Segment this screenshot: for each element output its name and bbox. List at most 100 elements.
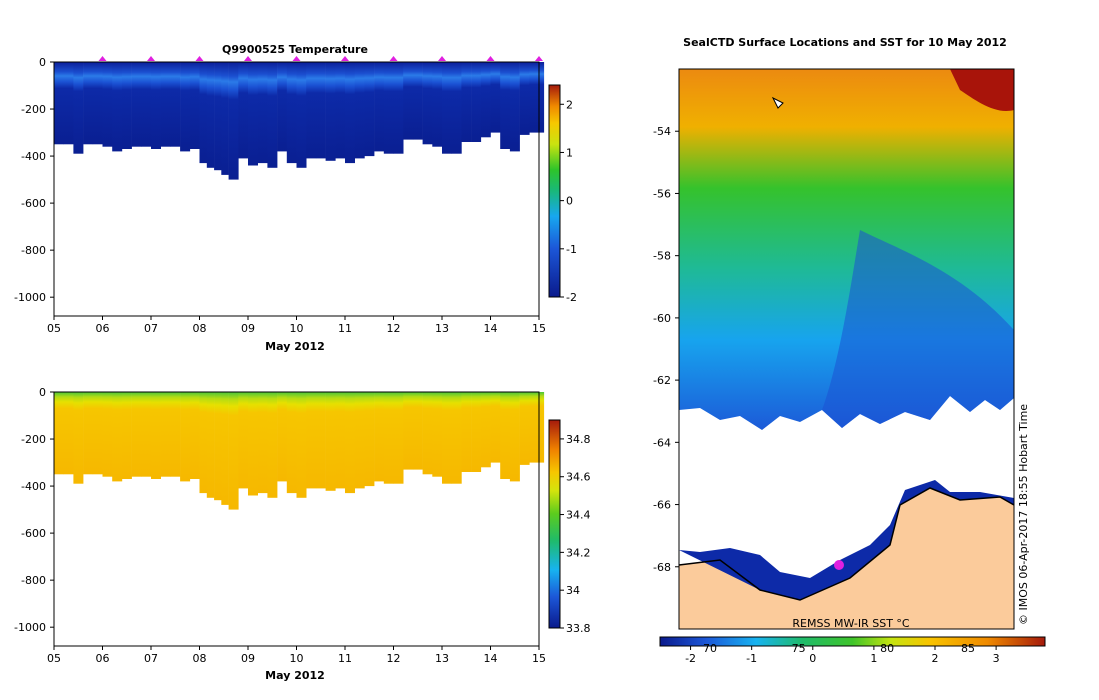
profile-column — [471, 62, 482, 142]
profile-column — [206, 392, 215, 498]
lat-tick-label: -62 — [653, 374, 671, 387]
profile-column — [306, 392, 317, 489]
surface-marker — [147, 56, 155, 61]
profile-column — [63, 62, 74, 145]
map-frame — [678, 68, 1015, 630]
x-tick-label: 11 — [338, 322, 352, 335]
salinity-panel: 0 -200 -400 -600 -800 -1000 05 06 07 08 09 10 11 12 1… — [14, 386, 590, 682]
profile-column — [451, 392, 462, 484]
profile-column — [286, 392, 297, 494]
temperature-panel: Q9900525 Temperature 0 -200 -400 -600 -800 -1… — [14, 43, 577, 353]
profile-column — [286, 62, 297, 164]
salinity-y-axis: 0 -200 -400 -600 -800 -1000 — [14, 386, 54, 634]
x-tick-label: 09 — [241, 322, 255, 335]
y-tick-label: -800 — [21, 574, 46, 587]
profile-column — [141, 62, 152, 147]
sst-tick-label: 3 — [993, 652, 1000, 665]
x-tick-label: 05 — [47, 322, 61, 335]
profile-column — [442, 392, 452, 484]
lat-tick-label: -68 — [653, 561, 671, 574]
salinity-colorbar — [548, 419, 561, 629]
profile-column — [228, 392, 239, 510]
profile-column — [442, 62, 452, 154]
map-title: SealCTD Surface Locations and SST for 10… — [683, 36, 1007, 49]
profile-column — [248, 62, 258, 166]
profile-column — [160, 392, 171, 477]
profile-column — [500, 392, 511, 479]
sst-tick-label: 0 — [809, 652, 816, 665]
profile-column — [121, 392, 132, 479]
profile-column — [102, 62, 113, 147]
profile-column — [335, 62, 346, 159]
profile-column — [73, 392, 84, 484]
profile-column — [277, 62, 288, 152]
surface-marker — [195, 56, 204, 61]
profile-column — [519, 392, 530, 465]
sst-map-panel: SealCTD Surface Locations and SST for 10… — [653, 36, 1046, 665]
profile-column — [471, 392, 482, 472]
lat-tick-label: -58 — [653, 250, 671, 263]
lat-tick-label: -64 — [653, 436, 671, 449]
x-tick-label: 05 — [47, 652, 61, 665]
profile-column — [238, 62, 249, 159]
copyright-side-label: © IMOS 06-Apr-2017 18:55 Hobart Time — [1017, 404, 1030, 625]
lat-tick-label: -54 — [653, 125, 671, 138]
profile-column — [325, 62, 336, 161]
salinity-field — [54, 392, 545, 510]
profile-column — [490, 392, 501, 463]
profile-column — [432, 62, 443, 147]
colorbar-tick-label: 2 — [566, 98, 573, 111]
profile-column — [403, 392, 414, 470]
profile-column — [315, 62, 326, 159]
profile-column — [509, 392, 520, 482]
profile-column — [238, 392, 249, 489]
profile-column — [354, 62, 365, 159]
profile-column — [248, 392, 258, 496]
glyph-marker — [771, 96, 784, 109]
sst-colorbar — [659, 636, 1046, 647]
profile-column — [83, 392, 94, 475]
profile-column — [141, 392, 152, 477]
longitude-tick-label: 85 — [961, 642, 975, 655]
profile-column — [480, 392, 491, 468]
profile-column — [54, 392, 64, 475]
profile-column — [170, 392, 181, 477]
antarctic-land — [679, 488, 1014, 629]
y-tick-label: 0 — [39, 56, 46, 69]
profile-column — [432, 392, 443, 477]
y-tick-label: -400 — [21, 480, 46, 493]
profile-column — [315, 392, 326, 489]
x-tick-label: 06 — [96, 322, 110, 335]
profile-column — [121, 62, 132, 149]
profile-column — [257, 62, 268, 164]
x-tick-label: 14 — [484, 652, 498, 665]
longitude-ticks: 70 75 80 85 — [703, 642, 975, 655]
salinity-x-axis: 05 06 07 08 09 10 11 12 13 14 15 — [47, 646, 546, 665]
temperature-y-axis: 0 -200 -400 -600 -800 -1000 — [14, 56, 54, 304]
profile-column — [335, 392, 346, 489]
profile-column — [354, 392, 365, 489]
coastline — [678, 487, 1015, 601]
x-tick-label: 11 — [338, 652, 352, 665]
lat-tick-label: -66 — [653, 499, 671, 512]
y-tick-label: -1000 — [14, 291, 46, 304]
x-tick-label: 09 — [241, 652, 255, 665]
profile-column — [199, 62, 208, 164]
longitude-tick-label: 70 — [703, 642, 717, 655]
y-tick-label: 0 — [39, 386, 46, 399]
surface-markers — [98, 56, 543, 61]
x-tick-label: 13 — [435, 652, 449, 665]
salinity-x-label: May 2012 — [265, 669, 325, 682]
profile-column — [480, 62, 491, 138]
profile-column — [325, 392, 336, 491]
temperature-x-axis: 05 06 07 08 09 10 11 12 13 14 15 — [47, 316, 546, 335]
profile-column — [383, 392, 394, 484]
temperature-colorbar — [548, 84, 561, 298]
sst-cold-region — [822, 230, 1014, 428]
profile-column — [131, 62, 142, 147]
profile-column — [412, 62, 423, 140]
surface-marker — [438, 56, 446, 61]
x-tick-label: 10 — [290, 322, 304, 335]
profile-column — [214, 62, 222, 171]
